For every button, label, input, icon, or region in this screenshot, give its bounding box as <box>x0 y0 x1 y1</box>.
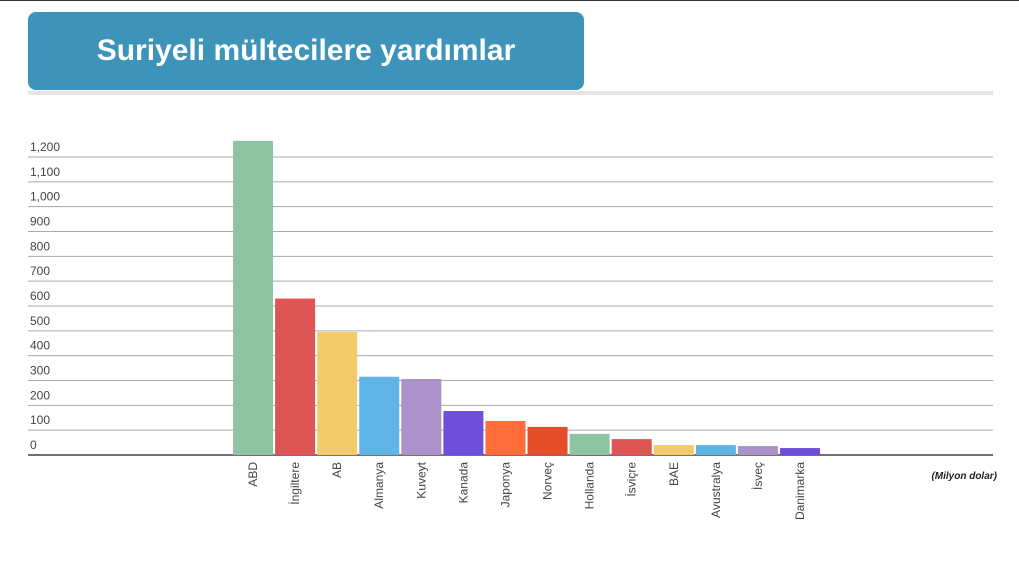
y-tick-label: 1,100 <box>30 165 60 179</box>
y-tick-label: 0 <box>30 438 37 452</box>
x-tick-label: Avustralya <box>709 462 723 518</box>
bar <box>233 140 273 455</box>
x-tick-label: Kanada <box>456 462 470 504</box>
x-tick-label: İsveç <box>751 462 765 490</box>
bar <box>443 411 484 455</box>
bar <box>611 439 652 455</box>
bar <box>359 376 400 455</box>
x-tick-label: ABD <box>246 462 260 487</box>
y-tick-label: 300 <box>30 364 50 378</box>
x-tick-label: Hollanda <box>583 462 597 510</box>
bar <box>401 379 442 455</box>
bar <box>737 446 778 455</box>
x-tick-label: Japonya <box>498 462 512 508</box>
chart-title: Suriyeli mültecilere yardımlar <box>97 34 516 67</box>
y-tick-label: 100 <box>30 413 50 427</box>
x-tick-label: BAE <box>667 462 681 486</box>
x-tick-label: İsviçre <box>625 462 639 497</box>
bar <box>695 445 736 455</box>
bar <box>653 445 694 455</box>
title-box <box>28 12 584 90</box>
bar <box>275 298 316 455</box>
bar <box>527 426 568 455</box>
x-tick-label: Danimarka <box>793 462 807 520</box>
x-tick-label: İngiltere <box>288 462 302 505</box>
y-tick-label: 1,200 <box>30 140 60 154</box>
y-tick-label: 900 <box>30 215 50 229</box>
x-tick-label: Almanya <box>372 462 386 509</box>
bar <box>780 448 821 455</box>
x-tick-label: AB <box>330 462 344 478</box>
unit-label: (Milyon dolar) <box>931 471 997 482</box>
title-rule <box>28 91 993 95</box>
bar <box>485 420 526 455</box>
x-tick-label: Norveç <box>541 462 555 500</box>
y-tick-label: 1,000 <box>30 190 60 204</box>
y-tick-label: 200 <box>30 388 50 402</box>
x-tick-label: Kuveyt <box>414 461 428 498</box>
bar <box>569 433 610 455</box>
y-tick-label: 600 <box>30 289 50 303</box>
y-tick-label: 500 <box>30 314 50 328</box>
bar <box>317 332 358 455</box>
y-tick-label: 700 <box>30 264 50 278</box>
y-tick-label: 800 <box>30 239 50 253</box>
y-tick-label: 400 <box>30 339 50 353</box>
